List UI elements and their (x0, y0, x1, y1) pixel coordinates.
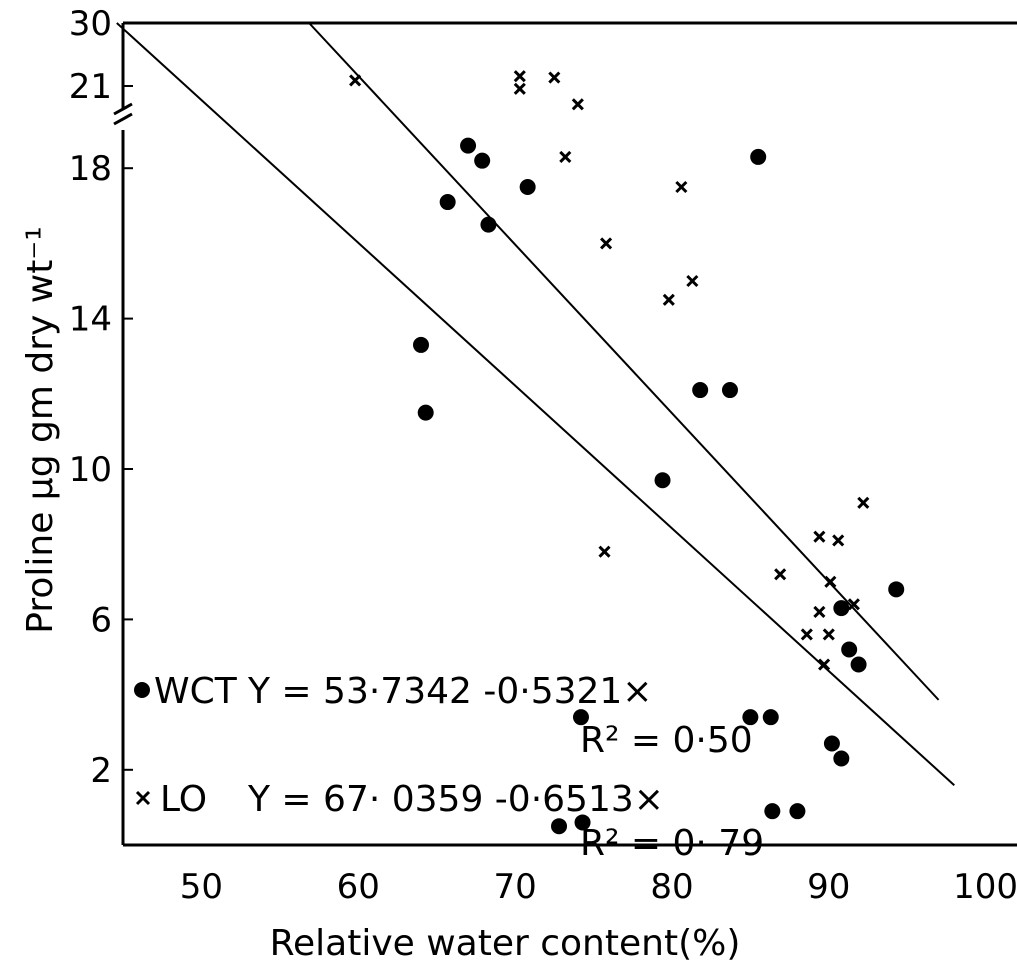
point-wct (764, 803, 781, 820)
legend-wct-r2: R² = 0·50 (580, 720, 753, 761)
point-lo (822, 628, 835, 641)
point-wct (789, 803, 806, 820)
point-wct (742, 709, 759, 726)
legend-lo-marker (135, 790, 151, 806)
point-lo (857, 496, 870, 509)
legend-wct-marker (134, 682, 150, 698)
point-wct (833, 750, 850, 767)
x-tick-label: 80 (650, 867, 693, 907)
point-lo (824, 575, 837, 588)
legend-lo-label: LO (160, 779, 207, 820)
legend-wct-equation: Y = 53·7342 -0·5321× (247, 671, 652, 712)
regression-line-lo (308, 22, 940, 701)
y-tick-label: 2 (90, 751, 112, 791)
y-tick-label: 6 (90, 600, 112, 640)
point-wct (480, 216, 497, 233)
point-wct (474, 152, 491, 169)
point-wct (519, 179, 536, 195)
point-wct (413, 336, 429, 353)
point-lo (513, 82, 526, 95)
point-wct (762, 709, 779, 726)
point-lo (559, 150, 572, 163)
point-wct (654, 472, 671, 489)
point-wct (439, 194, 456, 211)
point-lo (832, 534, 845, 547)
point-wct (417, 404, 434, 421)
y-tick-label: 21 (69, 67, 112, 107)
point-lo (598, 545, 611, 558)
y-tick-label: 30 (69, 4, 112, 44)
point-wct (833, 600, 850, 617)
point-wct (721, 382, 738, 399)
point-lo (600, 237, 613, 250)
point-lo (686, 274, 699, 288)
point-lo (800, 628, 813, 641)
point-wct (750, 148, 767, 165)
point-lo (548, 71, 561, 84)
tick-labels: 50 60 70 80 90 100 2 6 10 14 18 21 30 (69, 4, 1017, 907)
legend-lo-equation: Y = 67· 0359 -0·6513× (247, 779, 664, 820)
point-lo (662, 293, 675, 306)
point-wct (572, 709, 589, 726)
point-lo (774, 568, 787, 581)
point-wct (692, 382, 709, 399)
y-tick-label: 14 (69, 300, 112, 340)
point-lo (813, 530, 826, 543)
x-tick-label: 100 (953, 867, 1017, 907)
legend-lo: LO Y = 67· 0359 -0·6513× R² = 0· 79 (135, 779, 764, 864)
point-wct (460, 137, 477, 154)
point-wct (888, 581, 905, 598)
point-lo (818, 658, 831, 671)
regression-line-wct (116, 22, 955, 787)
point-lo (349, 74, 362, 87)
legend-wct: WCT Y = 53·7342 -0·5321× R² = 0·50 (134, 671, 753, 761)
x-axis-label: Relative water content(%) (270, 923, 741, 964)
point-wct (850, 656, 867, 673)
point-wct (574, 814, 591, 831)
y-axis-label: Proline µg gm dry wt⁻¹ (20, 226, 61, 633)
data-points (349, 70, 905, 835)
legend-wct-label: WCT (154, 671, 238, 712)
point-wct (841, 641, 858, 658)
x-tick-label: 70 (493, 867, 536, 907)
axis-break-mark (113, 102, 133, 126)
x-tick-label: 90 (807, 867, 850, 907)
point-lo (513, 70, 526, 83)
y-tick-label: 18 (69, 149, 112, 189)
point-lo (813, 605, 826, 618)
point-lo (675, 180, 688, 194)
y-tick-label: 10 (69, 450, 112, 490)
x-tick-label: 60 (337, 867, 380, 907)
axes (113, 21, 1017, 847)
legend-lo-r2: R² = 0· 79 (580, 823, 764, 864)
point-wct (823, 735, 840, 752)
point-lo (571, 98, 584, 111)
point-wct (551, 818, 568, 835)
x-tick-label: 50 (180, 867, 223, 907)
point-lo (847, 598, 860, 611)
